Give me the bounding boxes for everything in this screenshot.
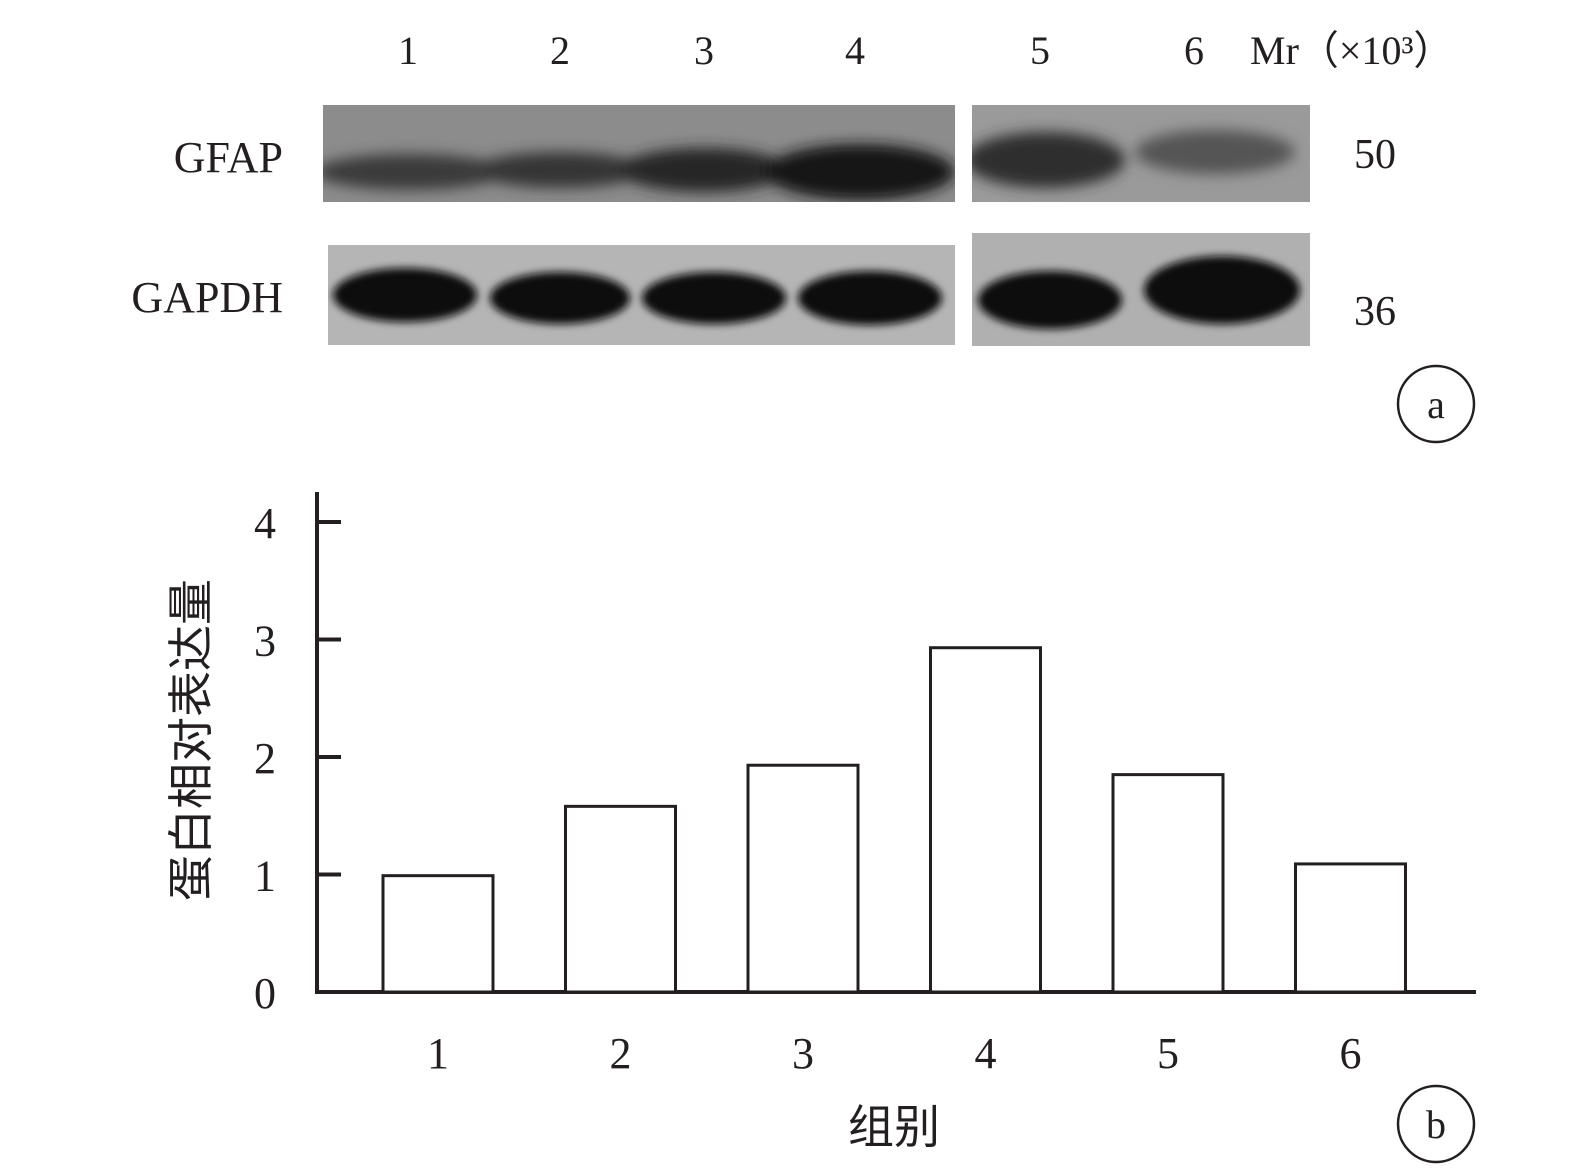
x-tick-label: 2 bbox=[610, 1029, 632, 1078]
blot-strip-gfap-right bbox=[972, 105, 1310, 202]
y-tick-label: 3 bbox=[254, 617, 276, 666]
bar-group-5 bbox=[1111, 773, 1225, 994]
blot-strip-gapdh-right bbox=[972, 233, 1310, 346]
mr-unit-label: Mr（×10³） bbox=[1250, 28, 1453, 73]
lane-label: 6 bbox=[1184, 28, 1204, 73]
y-tick-label: 4 bbox=[254, 499, 276, 548]
bar-group-1 bbox=[381, 874, 495, 994]
lane-label: 1 bbox=[398, 28, 418, 73]
mr-value-gfap: 50 bbox=[1354, 132, 1396, 178]
y-tick-label: 0 bbox=[254, 969, 276, 1018]
western-blot-panel: 1 2 3 4 5 6 Mr（×10³） GFAP GAPDH 50 36 bbox=[131, 28, 1476, 444]
lane-label: 3 bbox=[694, 28, 714, 73]
x-tick-label: 5 bbox=[1157, 1029, 1179, 1078]
blot-strip-gfap-left bbox=[323, 105, 955, 202]
protein-label-gapdh: GAPDH bbox=[131, 273, 283, 322]
x-axis-title: 组别 bbox=[848, 1102, 940, 1153]
bar-group-3 bbox=[746, 763, 860, 994]
x-tick-label: 3 bbox=[792, 1029, 814, 1078]
lane-label: 4 bbox=[845, 28, 865, 73]
x-tick-label: 1 bbox=[427, 1029, 449, 1078]
panel-badge-a-label: a bbox=[1427, 382, 1445, 427]
protein-label-gfap: GFAP bbox=[174, 133, 283, 182]
bar-group-2 bbox=[564, 804, 677, 994]
y-axis-title: 蛋白相对表达量 bbox=[166, 579, 217, 901]
panel-badge-b-label: b bbox=[1426, 1102, 1446, 1147]
bar-group-6 bbox=[1294, 862, 1407, 994]
lane-label: 2 bbox=[550, 28, 570, 73]
bar-group-4 bbox=[929, 646, 1042, 994]
mr-value-gapdh: 36 bbox=[1354, 289, 1396, 335]
bar-chart: 0 1 2 3 4 1 2 3 4 5 6 蛋白相对表达量 组别 b bbox=[166, 492, 1476, 1164]
blot-strip-gapdh-left bbox=[328, 245, 955, 345]
panel-badge-b bbox=[1396, 1084, 1476, 1164]
x-tick-label: 4 bbox=[975, 1029, 997, 1078]
x-tick-label: 6 bbox=[1340, 1029, 1362, 1078]
lane-label: 5 bbox=[1030, 28, 1050, 73]
y-tick-label: 1 bbox=[254, 852, 276, 901]
panel-badge-a bbox=[1396, 364, 1476, 444]
y-tick-label: 2 bbox=[254, 734, 276, 783]
